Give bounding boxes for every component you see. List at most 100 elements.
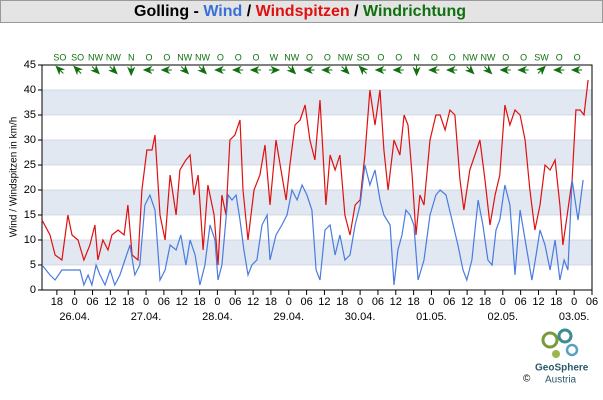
direction-label: SO (357, 52, 370, 62)
direction-arrow (142, 65, 155, 75)
direction-arrow (179, 64, 190, 75)
x-tick-label: 18 (407, 296, 419, 308)
x-tick-label: 0 (214, 296, 220, 308)
x-tick-label: 06 (300, 296, 312, 308)
direction-arrow (214, 65, 226, 75)
x-tick-label: 18 (193, 296, 205, 308)
direction-label: N (413, 52, 420, 62)
date-label: 28.04. (202, 311, 233, 323)
direction-label: O (253, 52, 260, 62)
direction-arrow (358, 65, 369, 76)
direction-label: O (520, 52, 527, 62)
date-label: 27.04. (131, 311, 162, 323)
x-tick-label: 06 (372, 296, 384, 308)
direction-arrow (482, 64, 493, 75)
date-label: 30.04. (345, 311, 376, 323)
x-tick-label: 0 (428, 296, 434, 308)
direction-arrow (412, 65, 421, 77)
direction-label: O (431, 52, 438, 62)
x-tick-label: 06 (443, 296, 455, 308)
direction-label: O (163, 52, 170, 62)
y-tick-label: 10 (24, 234, 36, 246)
direction-arrow (160, 65, 172, 75)
x-tick-label: 12 (318, 296, 330, 308)
y-axis-label: Wind / Windspitzen in km/h (9, 117, 20, 238)
series-line (41, 79, 589, 266)
direction-label: O (395, 52, 402, 62)
date-label: 03.05. (559, 311, 590, 323)
direction-label: W (270, 52, 279, 62)
direction-arrow (464, 64, 475, 75)
logo (541, 328, 579, 358)
x-tick-label: 06 (158, 296, 170, 308)
direction-label: O (574, 52, 581, 62)
plot-frame (41, 64, 593, 291)
date-label: 02.05. (488, 311, 519, 323)
x-tick-label: 12 (461, 296, 473, 308)
direction-label: O (217, 52, 224, 62)
direction-arrow (303, 65, 315, 75)
direction-label: NW (338, 52, 353, 62)
title-part: / (242, 3, 255, 20)
direction-arrow (536, 65, 546, 76)
direction-arrow (127, 65, 136, 77)
direction-arrow (286, 64, 297, 75)
x-tick-label: 18 (479, 296, 491, 308)
x-tick-label: 06 (229, 296, 241, 308)
y-tick-label: 30 (24, 134, 36, 146)
x-tick-label: 0 (72, 296, 78, 308)
direction-arrow (90, 64, 100, 75)
y-tick-label: 35 (24, 109, 36, 121)
brand: GeoSphere (535, 363, 589, 374)
x-tick-label: 12 (390, 296, 402, 308)
title-part: Windspitzen (256, 3, 350, 20)
direction-arrow (392, 65, 404, 75)
chart-title: Golling - Wind / Windspitzen / Windricht… (134, 3, 466, 20)
direction-label: O (146, 52, 153, 62)
direction-arrow (570, 65, 583, 75)
direction-arrow (339, 64, 350, 75)
x-tick-label: 0 (143, 296, 149, 308)
direction-label: O (235, 52, 242, 62)
direction-arrow (374, 65, 386, 75)
direction-label: NW (195, 52, 210, 62)
x-tick-label: 0 (357, 296, 363, 308)
y-tick-label: 15 (24, 209, 36, 221)
date-label: 26.04. (59, 311, 90, 323)
date-label: 01.05. (416, 311, 447, 323)
y-tick-label: 40 (24, 84, 36, 96)
direction-arrow (108, 64, 118, 75)
y-tick-label: 20 (24, 184, 36, 196)
x-tick-label: 12 (532, 296, 544, 308)
x-tick-label: 12 (104, 296, 116, 308)
direction-label: O (556, 52, 563, 62)
y-tick-label: 25 (24, 159, 36, 171)
y-tick-label: 0 (30, 284, 36, 296)
grid-band (42, 140, 592, 165)
direction-arrow (446, 65, 458, 75)
direction-arrow (321, 65, 333, 75)
x-tick-label: 0 (571, 296, 577, 308)
x-tick-label: 06 (515, 296, 527, 308)
x-tick-label: 12 (176, 296, 188, 308)
title-part: Wind (203, 3, 242, 20)
direction-arrow (517, 65, 529, 75)
direction-arrow (428, 65, 440, 75)
y-tick-label: 45 (24, 59, 36, 71)
direction-arrow (553, 65, 565, 75)
direction-label: NW (480, 52, 495, 62)
direction-label: O (502, 52, 509, 62)
x-tick-label: 0 (500, 296, 506, 308)
x-tick-label: 18 (336, 296, 348, 308)
x-tick-label: 18 (122, 296, 134, 308)
direction-label: NW (463, 52, 478, 62)
direction-label: NW (106, 52, 121, 62)
x-tick-label: 0 (286, 296, 292, 308)
direction-arrow (268, 65, 281, 75)
direction-label: NW (88, 52, 103, 62)
grid-band (42, 190, 592, 215)
date-label: 29.04. (273, 311, 304, 323)
direction-arrow (499, 65, 511, 75)
x-tick-label: 06 (86, 296, 98, 308)
